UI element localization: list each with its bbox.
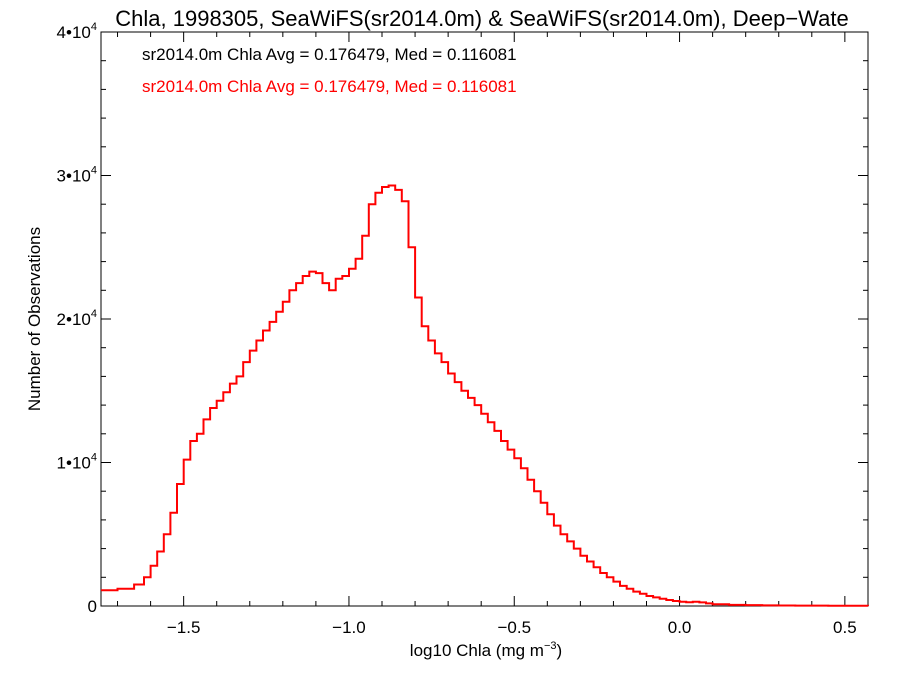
legend-entry-black: sr2014.0m Chla Avg = 0.176479, Med = 0.1…: [142, 45, 517, 64]
x-axis-label-text: log10 Chla (mg m: [410, 641, 544, 660]
x-tick-label: −1.0: [332, 618, 366, 637]
y-tick-exponent: 4: [91, 21, 97, 33]
plot-frame: [100, 31, 869, 607]
y-axis-label: Number of Observations: [25, 227, 44, 411]
y-tick-label: 4•104: [57, 21, 97, 42]
x-tick-label: 0.5: [833, 618, 857, 637]
y-tick-mantissa: 2•10: [57, 310, 91, 329]
chart-title: Chla, 1998305, SeaWiFS(sr2014.0m) & SeaW…: [115, 6, 848, 31]
y-tick-mantissa: 4•10: [57, 23, 91, 42]
x-tick-label: −1.5: [167, 618, 201, 637]
histogram-line: [101, 184, 869, 607]
y-tick-mantissa: 0: [88, 597, 97, 616]
y-tick-label: 0: [88, 597, 97, 616]
y-tick-label: 1•104: [57, 452, 97, 473]
y-tick-label: 3•104: [57, 165, 97, 186]
x-tick-label: −0.5: [497, 618, 531, 637]
legend: sr2014.0m Chla Avg = 0.176479, Med = 0.1…: [142, 45, 517, 96]
legend-entry-red: sr2014.0m Chla Avg = 0.176479, Med = 0.1…: [142, 77, 517, 96]
x-tick-label: 0.0: [668, 618, 692, 637]
y-tick-mantissa: 1•10: [57, 454, 91, 473]
axis-ticks: [101, 31, 868, 607]
x-axis-label-exponent: −3: [544, 640, 557, 652]
y-tick-exponent: 4: [91, 308, 97, 320]
y-tick-mantissa: 3•10: [57, 167, 91, 186]
x-axis-label: log10 Chla (mg m−3): [410, 640, 562, 660]
y-tick-label: 2•104: [57, 308, 97, 329]
x-tick-labels: −1.5 −1.0 −0.5 0.0 0.5: [167, 618, 857, 637]
y-tick-exponent: 4: [91, 452, 97, 464]
x-axis-label-suffix: ): [557, 641, 563, 660]
y-tick-exponent: 4: [91, 165, 97, 177]
